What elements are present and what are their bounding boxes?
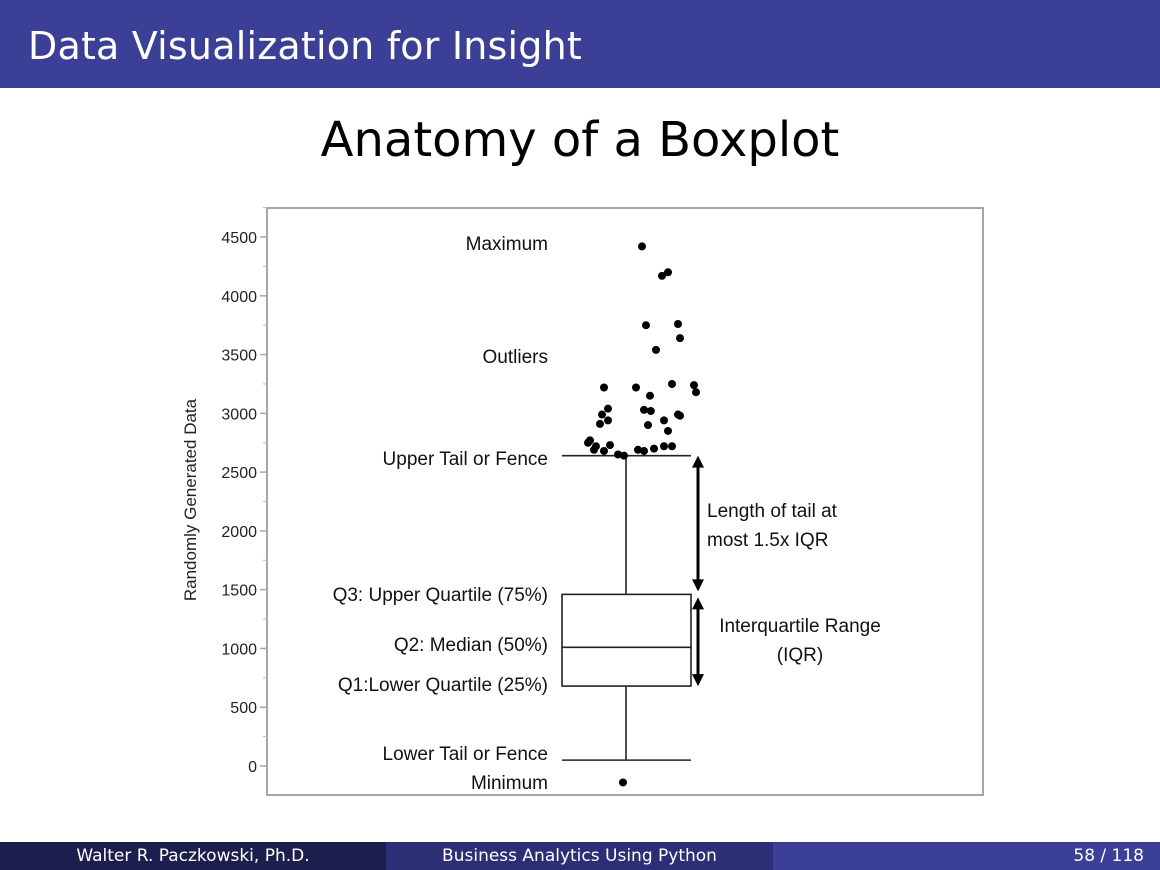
y-tick-label: 1500: [221, 583, 257, 600]
y-tick-label: 4000: [221, 289, 257, 306]
y-axis-ticks: 0 500 1000 1500 2000 2500 3000 3500 4000 4500: [221, 207, 267, 776]
y-tick-label: 500: [230, 700, 257, 717]
outlier-point: [604, 416, 612, 425]
y-tick-label: 1000: [221, 641, 257, 658]
minimum-point: [619, 778, 627, 787]
outlier-point: [676, 334, 684, 343]
outlier-point: [604, 404, 612, 413]
footer-page-number: 58 / 118: [773, 842, 1160, 870]
outlier-point: [668, 379, 676, 388]
slide-title: Anatomy of a Boxplot: [320, 112, 840, 168]
outlier-point: [668, 442, 676, 451]
arrows-layer: [692, 455, 704, 687]
tail-length-arrow: [692, 455, 704, 592]
y-tick-label: 2500: [221, 465, 257, 482]
outlier-point: [658, 271, 666, 280]
footer-author: Walter R. Paczkowski, Ph.D.: [0, 842, 386, 870]
outlier-point: [598, 410, 606, 419]
iqr-arrow: [692, 597, 704, 687]
outlier-point: [646, 406, 655, 415]
y-tick-label: 0: [248, 759, 257, 776]
outlier-points: [584, 242, 700, 787]
header-bar: Data Visualization for Insight: [0, 0, 1160, 88]
outlier-point: [620, 451, 628, 460]
y-tick-label: 3500: [221, 348, 257, 365]
outlier-point: [676, 411, 684, 420]
outlier-point: [600, 446, 608, 455]
y-tick-label: 2000: [221, 524, 257, 541]
outlier-point: [600, 383, 608, 392]
arrow-head-up: [692, 455, 704, 468]
outlier-point: [646, 391, 654, 400]
label-tail-length-2: most 1.5x IQR: [707, 530, 828, 551]
outlier-point: [644, 421, 652, 430]
label-tail-length-1: Length of tail at: [707, 501, 838, 522]
outlier-point: [614, 450, 622, 459]
label-maximum: Maximum: [466, 234, 548, 255]
outlier-point: [650, 444, 658, 453]
label-outliers: Outliers: [483, 347, 548, 368]
label-q1: Q1:Lower Quartile (25%): [338, 675, 548, 696]
footer-course: Business Analytics Using Python: [386, 842, 773, 870]
label-median: Q2: Median (50%): [394, 635, 548, 656]
outlier-point: [660, 416, 668, 425]
y-tick-label: 4500: [221, 230, 257, 247]
outlier-point: [590, 445, 598, 454]
label-iqr-1: Interquartile Range: [719, 616, 881, 637]
outlier-point: [642, 321, 650, 330]
arrow-head-down: [692, 579, 704, 592]
outlier-point: [652, 345, 660, 354]
outlier-point: [634, 445, 642, 454]
boxplot-chart: 0 500 1000 1500 2000 2500 3000 3500 4000 4500 Ran…: [181, 207, 984, 796]
label-upper-fence: Upper Tail or Fence: [383, 449, 548, 470]
label-q3: Q3: Upper Quartile (75%): [333, 585, 548, 606]
outlier-point: [584, 438, 592, 447]
outlier-point: [690, 381, 698, 390]
outlier-point: [596, 419, 604, 428]
arrow-head-down: [692, 674, 704, 687]
iqr-box: [561, 593, 692, 687]
outlier-point: [640, 405, 648, 414]
label-lower-fence: Lower Tail or Fence: [383, 744, 548, 765]
outlier-point: [692, 388, 700, 397]
header-title: Data Visualization for Insight: [28, 24, 582, 68]
outlier-point: [632, 383, 640, 392]
plot-frame: [266, 207, 984, 796]
outlier-point: [664, 268, 672, 277]
arrow-head-up: [692, 597, 704, 610]
y-tick-label: 3000: [221, 406, 257, 423]
label-iqr-2: (IQR): [777, 645, 823, 666]
outlier-point: [664, 426, 672, 435]
outlier-point: [606, 441, 614, 450]
outlier-point: [660, 442, 668, 451]
outlier-point: [638, 242, 646, 251]
footer-page-text: 58 / 118: [1073, 846, 1144, 866]
y-axis-label: Randomly Generated Data: [181, 398, 200, 601]
footer-bar: Walter R. Paczkowski, Ph.D. Business Ana…: [0, 842, 1160, 870]
outlier-point: [674, 320, 682, 329]
outlier-point: [640, 446, 648, 455]
label-minimum: Minimum: [471, 773, 548, 794]
